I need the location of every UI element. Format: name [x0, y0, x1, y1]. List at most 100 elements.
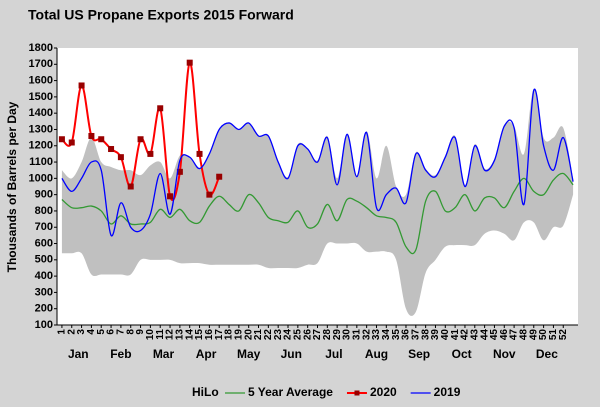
x-tick-label: 10: [145, 329, 156, 341]
y-tick-label: 600: [35, 237, 53, 249]
x-tick-label: 22: [263, 329, 274, 341]
y-tick-label: 1300: [29, 123, 53, 135]
series-marker: [167, 193, 174, 200]
month-label: Mar: [153, 347, 175, 361]
y-tick-label: 300: [35, 286, 53, 298]
y-tick-label: 900: [35, 189, 53, 201]
x-tick-label: 26: [302, 329, 313, 341]
y-tick-label: 1100: [29, 156, 53, 168]
series-line: [61, 88, 574, 237]
legend-label: HiLo: [192, 385, 219, 399]
x-tick-label: 1: [57, 329, 68, 335]
x-tick-label: 24: [283, 329, 294, 341]
series-line: [61, 172, 574, 255]
x-tick-label: 34: [381, 329, 392, 341]
series-marker: [216, 173, 223, 180]
x-tick-label: 29: [332, 329, 343, 341]
series-marker: [186, 59, 193, 66]
x-tick-label: 13: [175, 329, 186, 341]
month-label: Nov: [493, 347, 516, 361]
x-tick-label: 38: [420, 329, 431, 341]
x-tick-label: 32: [361, 329, 372, 341]
y-tick-label: 400: [35, 270, 53, 282]
month-label: Jun: [281, 347, 302, 361]
series-marker: [98, 136, 105, 143]
y-tick-label: 1700: [29, 58, 53, 70]
x-tick-label: 30: [342, 329, 353, 341]
x-tick-label: 21: [253, 329, 264, 341]
y-tick-label: 1500: [29, 91, 53, 103]
x-tick-label: 41: [450, 329, 461, 341]
series-marker: [157, 105, 164, 112]
y-tick-label: 1600: [29, 74, 53, 86]
month-label: Feb: [110, 347, 131, 361]
series-marker: [78, 82, 85, 89]
x-tick-label: 19: [233, 329, 244, 341]
month-label: Jul: [325, 347, 342, 361]
x-tick-label: 50: [538, 329, 549, 341]
y-tick-label: 700: [35, 221, 53, 233]
y-tick-label: 1800: [29, 42, 53, 54]
x-tick-label: 9: [135, 329, 146, 335]
x-tick-label: 25: [292, 329, 303, 341]
legend-label: 2020: [370, 385, 397, 399]
x-tick-label: 27: [312, 329, 323, 341]
series-marker: [108, 146, 115, 153]
series-marker: [137, 136, 144, 143]
x-tick-label: 47: [509, 329, 520, 341]
legend-label: 2019: [434, 385, 461, 399]
y-tick-label: 1200: [29, 140, 53, 152]
y-tick-label: 1400: [29, 107, 53, 119]
x-tick-label: 4: [86, 329, 97, 335]
series-marker: [147, 150, 154, 157]
month-label: Aug: [365, 347, 388, 361]
x-tick-label: 17: [214, 329, 225, 341]
series-marker: [196, 150, 203, 157]
x-tick-label: 36: [401, 329, 412, 341]
x-tick-label: 3: [76, 329, 87, 335]
x-tick-label: 12: [165, 329, 176, 341]
legend-label: 5 Year Average: [248, 385, 333, 399]
x-tick-label: 15: [194, 329, 205, 341]
series-marker: [68, 139, 75, 146]
x-tick-label: 52: [558, 329, 569, 341]
x-tick-label: 20: [243, 329, 254, 341]
series-marker: [127, 183, 134, 190]
month-label: Sep: [408, 347, 430, 361]
x-tick-label: 5: [96, 329, 107, 335]
x-tick-label: 8: [125, 329, 136, 335]
y-axis-title: Thousands of Barrels per Day: [5, 101, 19, 272]
series-marker: [58, 136, 65, 143]
x-tick-label: 43: [469, 329, 480, 341]
x-tick-label: 37: [410, 329, 421, 341]
x-tick-label: 46: [499, 329, 510, 341]
y-tick-label: 200: [35, 303, 53, 315]
hilo-band: [61, 88, 574, 316]
x-tick-label: 23: [273, 329, 284, 341]
month-label: Jan: [68, 347, 89, 361]
x-tick-label: 42: [460, 329, 471, 341]
month-label: Dec: [536, 347, 558, 361]
series-marker: [117, 154, 124, 161]
x-tick-label: 2: [66, 329, 77, 335]
legend-marker: [354, 390, 360, 396]
series-marker: [88, 132, 95, 139]
x-tick-label: 44: [479, 329, 490, 341]
x-tick-label: 16: [204, 329, 215, 341]
x-tick-label: 39: [430, 329, 441, 341]
x-tick-label: 33: [371, 329, 382, 341]
y-tick-label: 800: [35, 205, 53, 217]
y-tick-label: 1000: [29, 172, 53, 184]
x-tick-label: 49: [528, 329, 539, 341]
month-label: Oct: [452, 347, 472, 361]
x-tick-label: 28: [322, 329, 333, 341]
month-label: Apr: [196, 347, 217, 361]
x-tick-label: 6: [106, 329, 117, 335]
x-tick-label: 35: [391, 329, 402, 341]
series-line: [61, 61, 221, 202]
month-label: May: [237, 347, 261, 361]
x-tick-label: 51: [548, 329, 559, 341]
x-tick-label: 18: [224, 329, 235, 341]
x-tick-label: 48: [519, 329, 530, 341]
